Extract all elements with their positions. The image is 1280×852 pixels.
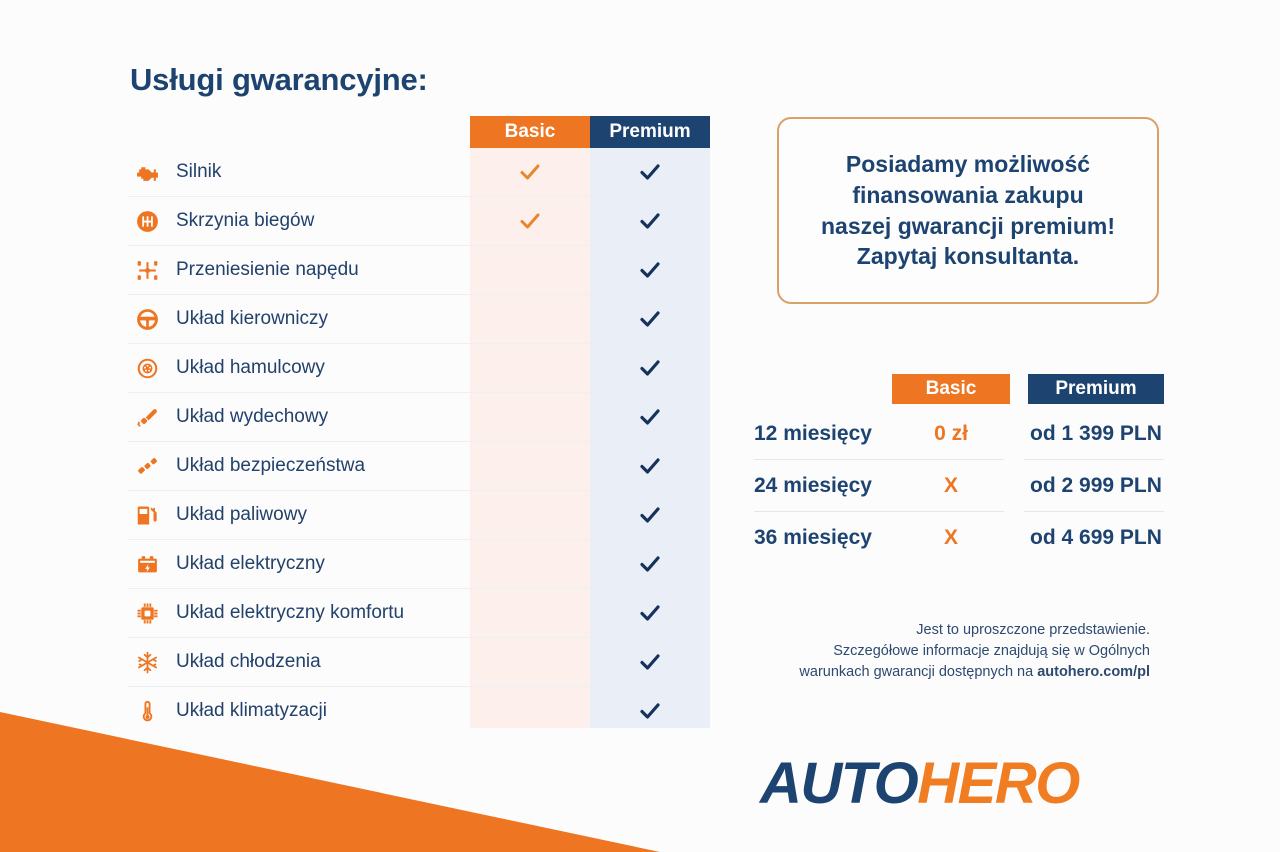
premium-availability-mark (590, 699, 710, 723)
row-separator-left (754, 459, 1004, 460)
row-label: Skrzynia biegów (176, 210, 315, 231)
table-row: Układ wydechowy (128, 393, 710, 442)
premium-availability-mark (590, 307, 710, 331)
price-premium: od 1 399 PLN (1030, 422, 1162, 445)
premium-availability-mark (590, 552, 710, 576)
thermometer-icon (134, 698, 160, 724)
row-label: Układ hamulcowy (176, 357, 325, 378)
warranty-comparison-table: Basic Premium Silnik Skrzynia biegów Przen… (128, 116, 710, 728)
steering-wheel-icon (134, 306, 160, 332)
disclaimer-line-2: Szczegółowe informacje znajdują się w Og… (833, 643, 1150, 660)
table-row: Przeniesienie napędu (128, 246, 710, 295)
basic-column-background (470, 148, 590, 728)
drivetrain-icon (134, 257, 160, 283)
premium-availability-mark (590, 405, 710, 429)
price-term: 24 miesięcy (754, 474, 872, 497)
table-row: Układ klimatyzacji (128, 687, 710, 735)
engine-icon (134, 159, 160, 185)
row-label: Silnik (176, 161, 222, 182)
column-header-basic: Basic (470, 116, 590, 148)
chip-icon (134, 600, 160, 626)
disclaimer-line-3-prefix: warunkach gwarancji dostępnych na (799, 664, 1038, 681)
column-header-premium: Premium (590, 116, 710, 148)
warranty-row-list: Silnik Skrzynia biegów Przeniesienie napęd… (128, 148, 710, 735)
table-row: Skrzynia biegów (128, 197, 710, 246)
disclaimer-line-1: Jest to uproszczone przedstawienie. (916, 622, 1150, 638)
battery-icon (134, 551, 160, 577)
table-row: Układ bezpieczeństwa (128, 442, 710, 491)
row-label: Przeniesienie napędu (176, 259, 359, 280)
table-row: Układ chłodzenia (128, 638, 710, 687)
financing-callout-box: Posiadamy możliwość finansowania zakupu na… (777, 117, 1159, 304)
brake-disc-icon (134, 355, 160, 381)
price-premium: od 2 999 PLN (1030, 474, 1162, 497)
price-basic: 0 zł (934, 422, 968, 445)
premium-column-background (590, 148, 710, 728)
exhaust-icon (134, 404, 160, 430)
row-label: Układ kierowniczy (176, 308, 329, 329)
price-term: 36 miesięcy (754, 526, 872, 549)
table-row: Układ hamulcowy (128, 344, 710, 393)
row-label: Układ chłodzenia (176, 651, 321, 672)
price-header-basic: Basic (892, 374, 1010, 404)
price-premium: od 4 699 PLN (1030, 526, 1162, 549)
row-separator-right (1024, 459, 1164, 460)
autohero-logo: AUTOHERO (760, 750, 1080, 817)
row-label: Układ wydechowy (176, 406, 329, 427)
callout-line: Zapytaj konsultanta. (856, 243, 1080, 270)
table-row: Układ kierowniczy (128, 295, 710, 344)
price-table: Basic Premium 12 miesięcy 0 zł od 1 399 PL… (744, 374, 1164, 564)
price-basic: X (943, 526, 958, 549)
row-label: Układ klimatyzacji (176, 700, 327, 721)
price-term: 12 miesięcy (754, 422, 872, 445)
logo-auto-text: AUTO (760, 751, 919, 816)
premium-availability-mark (590, 650, 710, 674)
autohero-website-link[interactable]: autohero.com/pl (1037, 664, 1150, 681)
seatbelt-icon (134, 453, 160, 479)
disclaimer-line-3: warunkach gwarancji dostępnych na autohe… (520, 662, 1150, 683)
row-label: Układ bezpieczeństwa (176, 455, 366, 476)
premium-availability-mark (590, 209, 710, 233)
snowflake-icon (134, 649, 160, 675)
price-basic: X (943, 474, 958, 497)
price-row: 12 miesięcy 0 zł od 1 399 PLN (744, 408, 1164, 460)
page-title: Usługi gwarancyjne: (130, 62, 428, 97)
table-row: Silnik (128, 148, 710, 197)
price-header-premium: Premium (1028, 374, 1164, 404)
table-row: Układ paliwowy (128, 491, 710, 540)
premium-availability-mark (590, 454, 710, 478)
premium-availability-mark (590, 601, 710, 625)
row-label: Układ elektryczny komfortu (176, 602, 405, 623)
table-row: Układ elektryczny komfortu (128, 589, 710, 638)
financing-callout-text: Posiadamy możliwość finansowania zakupu na… (807, 149, 1129, 271)
callout-line: finansowania zakupu (852, 181, 1084, 208)
premium-availability-mark (590, 503, 710, 527)
row-label: Układ elektryczny (176, 553, 325, 574)
table-row: Układ elektryczny (128, 540, 710, 589)
premium-availability-mark (590, 356, 710, 380)
premium-availability-mark (590, 258, 710, 282)
basic-availability-mark (470, 209, 590, 233)
row-separator-left (754, 511, 1004, 512)
disclaimer-text: Jest to uproszczone przedstawienie. Szcz… (520, 620, 1150, 683)
callout-line: Posiadamy możliwość (845, 151, 1091, 178)
premium-availability-mark (590, 160, 710, 184)
row-label: Układ paliwowy (176, 504, 307, 525)
callout-line: naszej gwarancji premium! (821, 212, 1115, 239)
basic-availability-mark (470, 160, 590, 184)
logo-hero-text: HERO (917, 751, 1080, 816)
row-separator-right (1024, 511, 1164, 512)
fuel-pump-icon (134, 502, 160, 528)
gearbox-icon (134, 208, 160, 234)
